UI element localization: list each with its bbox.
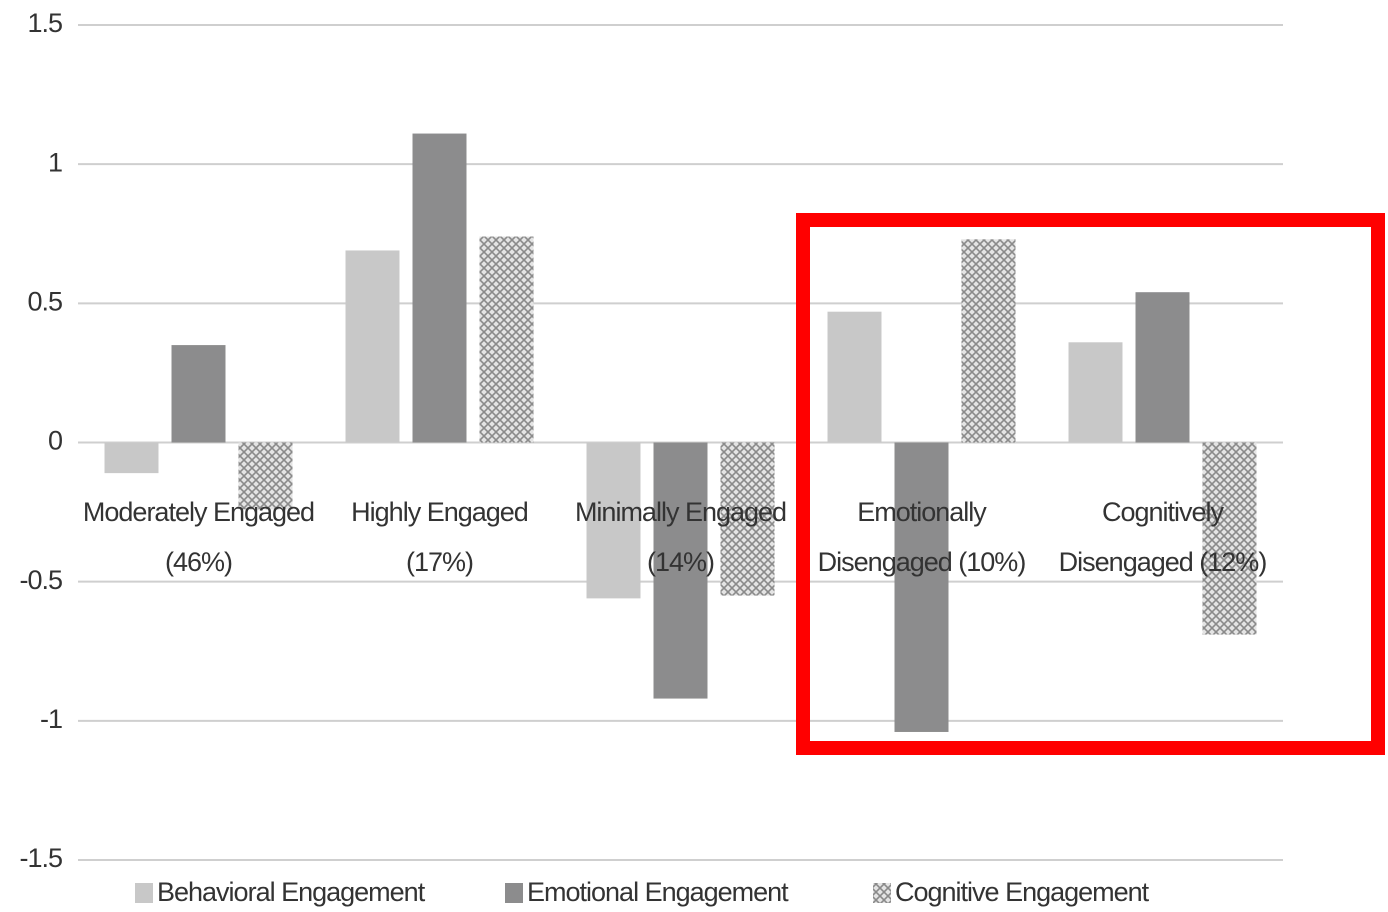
legend-swatch xyxy=(135,883,153,903)
y-tick-label: 1 xyxy=(48,147,62,177)
category-label: Emotionally Disengaged (10%) xyxy=(817,496,1027,577)
bar xyxy=(238,442,293,510)
bar xyxy=(1135,292,1190,443)
legend-swatch xyxy=(873,883,891,903)
category-label: Moderately Engaged (46%) xyxy=(82,496,315,577)
bar xyxy=(345,250,400,443)
legend-label: Emotional Engagement xyxy=(527,877,789,907)
bar xyxy=(653,442,708,699)
bar xyxy=(1202,442,1257,635)
y-tick-label: -1 xyxy=(40,704,62,734)
bar xyxy=(586,442,641,599)
category-label: Minimally Engaged (14%) xyxy=(574,496,787,577)
bar xyxy=(961,239,1016,443)
y-tick-label: 0.5 xyxy=(27,286,62,316)
bar xyxy=(479,236,534,443)
category-label: Highly Engaged (17%) xyxy=(351,496,529,577)
bar xyxy=(720,442,775,596)
legend-label: Cognitive Engagement xyxy=(895,877,1150,907)
legend-swatch xyxy=(505,883,523,903)
bar xyxy=(412,133,467,443)
bar xyxy=(894,442,949,732)
bar xyxy=(104,442,159,474)
y-tick-label: 1.5 xyxy=(27,8,62,38)
y-tick-label: -0.5 xyxy=(19,565,62,595)
bar xyxy=(1068,342,1123,443)
bar xyxy=(171,345,226,443)
y-tick-label: -1.5 xyxy=(19,843,62,873)
category-label: Cognitively Disengaged (12%) xyxy=(1058,496,1268,577)
y-tick-label: 0 xyxy=(48,426,62,456)
legend-label: Behavioral Engagement xyxy=(157,877,426,907)
bar xyxy=(827,311,882,443)
highlight-box xyxy=(796,213,1385,755)
